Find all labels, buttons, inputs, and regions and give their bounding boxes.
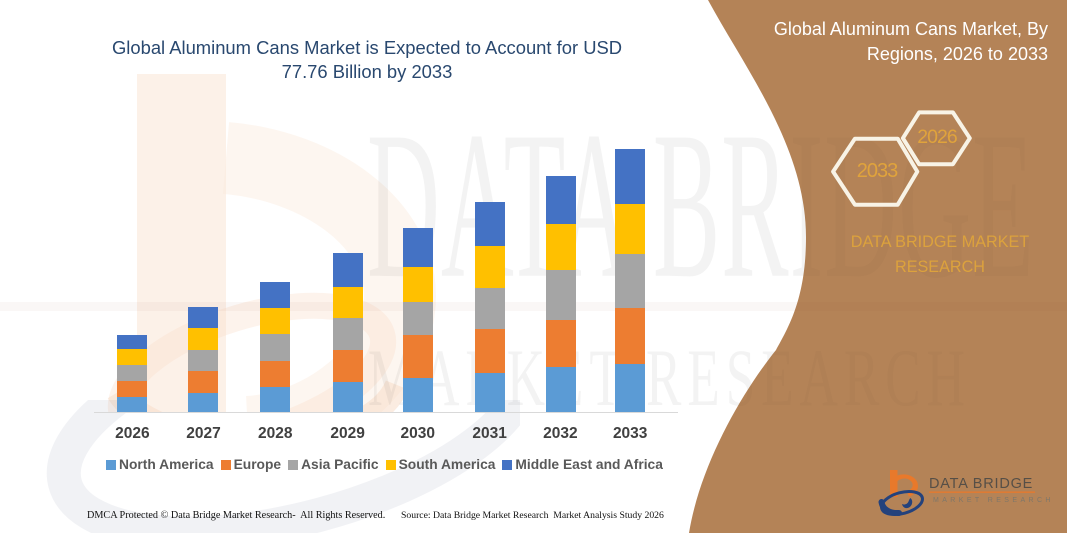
svg-text:MARKET RESEARCH: MARKET RESEARCH (933, 497, 1054, 504)
svg-text:DATA BRIDGE: DATA BRIDGE (929, 476, 1033, 492)
